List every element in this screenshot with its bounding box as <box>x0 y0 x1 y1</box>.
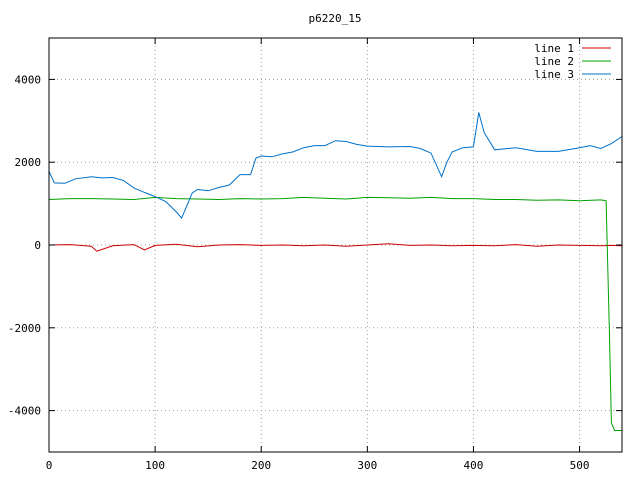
x-tick-label: 300 <box>357 459 377 472</box>
x-tick-label: 500 <box>570 459 590 472</box>
legend-label-1: line 1 <box>534 42 574 55</box>
x-tick-label: 200 <box>251 459 271 472</box>
y-tick-label: -2000 <box>8 322 41 335</box>
tick-marks: 0 100 200 300 400 500 -4000 -2000 0 2000 4000 <box>8 38 622 472</box>
y-tick-label: 2000 <box>15 156 42 169</box>
series-line-1 <box>48 243 623 252</box>
legend-label-2: line 2 <box>534 55 574 68</box>
x-tick-label: 100 <box>145 459 165 472</box>
grid <box>49 38 622 452</box>
series-line-3 <box>48 112 623 220</box>
y-tick-label: 4000 <box>15 73 42 86</box>
y-tick-label: -4000 <box>8 405 41 418</box>
chart-title: p6220_15 <box>309 12 362 25</box>
series-line-2 <box>48 196 622 431</box>
x-tick-label: 0 <box>46 459 53 472</box>
y-tick-label: 0 <box>34 239 41 252</box>
series-layer <box>48 112 623 431</box>
legend-label-3: line 3 <box>534 68 574 81</box>
x-tick-label: 400 <box>464 459 484 472</box>
